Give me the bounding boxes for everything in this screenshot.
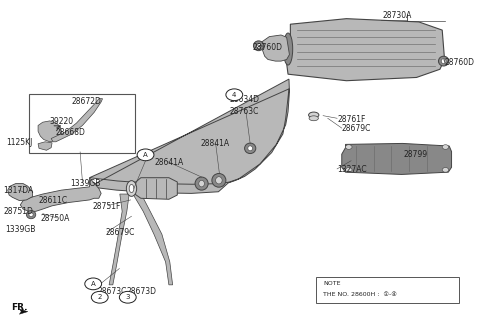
Text: 28673D: 28673D [127,287,157,296]
Ellipse shape [26,211,36,219]
Circle shape [346,145,352,149]
Text: 28763C: 28763C [229,107,259,116]
Text: 28761F: 28761F [337,115,365,124]
Polygon shape [134,178,177,199]
Ellipse shape [216,177,222,184]
Ellipse shape [212,174,226,187]
Text: 28760D: 28760D [252,43,282,51]
Ellipse shape [253,41,264,51]
Text: 28673C: 28673C [98,287,127,296]
Text: 1125KJ: 1125KJ [6,138,33,147]
Text: 28760D: 28760D [444,58,475,67]
Polygon shape [20,178,101,211]
Polygon shape [89,79,289,194]
Circle shape [85,278,102,290]
Polygon shape [133,194,173,285]
Text: 28841A: 28841A [201,139,230,148]
Text: 28730A: 28730A [383,11,412,20]
Circle shape [442,145,449,149]
Text: 1327AC: 1327AC [337,165,367,174]
Polygon shape [38,142,52,150]
Text: 2: 2 [97,294,102,300]
Ellipse shape [309,112,319,118]
Ellipse shape [199,180,204,187]
Polygon shape [19,309,28,314]
Polygon shape [286,19,444,81]
Text: THE NO. 28600H :  ①-④: THE NO. 28600H : ①-④ [323,292,397,297]
Text: 3: 3 [126,294,130,300]
Circle shape [137,149,154,161]
Polygon shape [262,35,289,61]
Ellipse shape [126,181,137,196]
Ellipse shape [29,213,33,216]
Ellipse shape [245,143,256,154]
Text: A: A [143,152,148,158]
Text: 28679C: 28679C [342,124,371,133]
Text: 28751F: 28751F [92,202,120,211]
Circle shape [226,89,243,101]
Polygon shape [8,184,33,201]
Text: 28751D: 28751D [3,207,33,216]
Circle shape [120,291,136,303]
Text: 28611C: 28611C [38,196,67,205]
Text: FR.: FR. [11,303,27,312]
Text: 28641A: 28641A [155,158,184,167]
Circle shape [442,168,449,172]
Ellipse shape [248,146,252,151]
Polygon shape [109,194,129,285]
Circle shape [346,168,352,172]
Circle shape [91,291,108,303]
Polygon shape [342,143,452,174]
Text: 1339GB: 1339GB [70,179,100,188]
Text: 28679C: 28679C [106,228,135,237]
FancyBboxPatch shape [29,94,135,153]
Ellipse shape [438,56,449,66]
Text: 4: 4 [232,92,237,98]
Ellipse shape [195,177,208,190]
Ellipse shape [129,184,134,193]
FancyBboxPatch shape [316,277,458,303]
Text: NOTE: NOTE [323,281,341,286]
Polygon shape [38,121,61,142]
Text: 1339GB: 1339GB [5,225,36,235]
Text: 1317DA: 1317DA [3,186,33,195]
Text: 28634D: 28634D [229,95,260,104]
Ellipse shape [256,43,261,48]
Text: 28672D: 28672D [72,97,102,107]
Text: 28799: 28799 [403,150,428,159]
Text: A: A [91,281,96,287]
Text: 39220: 39220 [50,117,74,126]
Text: 28750A: 28750A [41,214,70,223]
Text: 28668D: 28668D [56,128,86,137]
Ellipse shape [283,33,293,65]
Ellipse shape [309,116,318,121]
Ellipse shape [441,59,446,64]
Polygon shape [51,99,103,142]
